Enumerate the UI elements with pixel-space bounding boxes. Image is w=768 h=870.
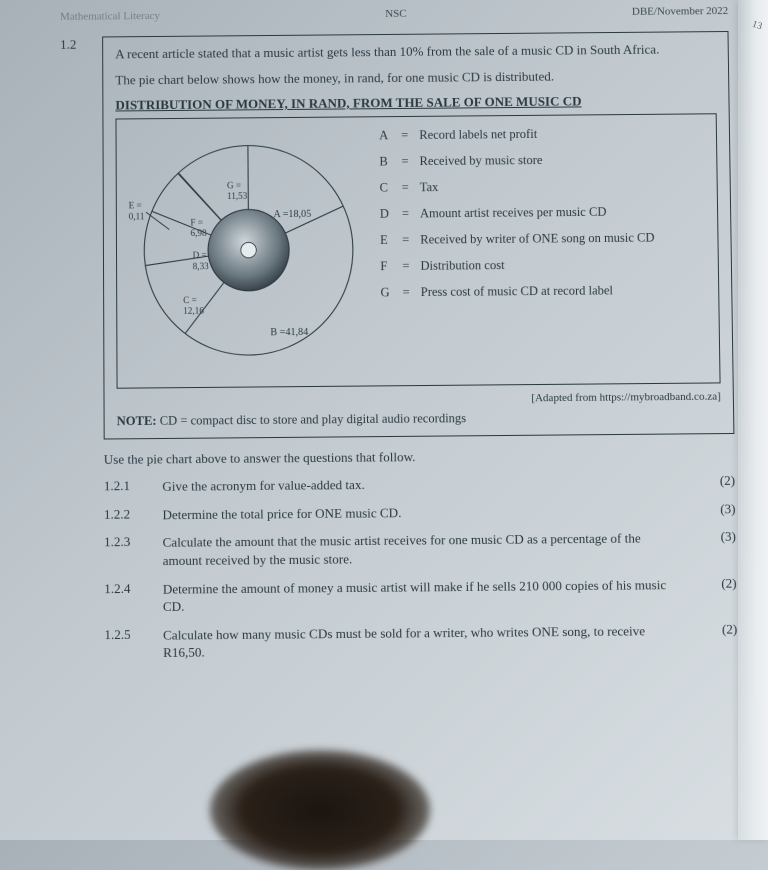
pie-slice-label-G: 11,53 (227, 190, 248, 200)
subq-text: Determine the amount of money a music ar… (163, 575, 691, 615)
legend-key: D (380, 203, 396, 223)
legend-text: Record labels net profit (419, 124, 537, 145)
subq-marks: (3) (707, 501, 735, 518)
legend-row-F: F = Distribution cost (380, 253, 712, 276)
legend-row-A: A = Record labels net profit (379, 122, 710, 145)
subq-text: Give the acronym for value-added tax. (162, 473, 689, 495)
subq-1-2-5: 1.2.5 Calculate how many music CDs must b… (104, 621, 737, 662)
legend-text: Tax (420, 177, 439, 197)
header-center: NSC (385, 8, 407, 20)
header-left: Mathematical Literacy (60, 10, 160, 23)
subq-1-2-2: 1.2.2 Determine the total price for ONE m… (104, 501, 736, 524)
question-number: 1.2 (60, 37, 88, 53)
pie-slice-label-D: 8,33 (193, 260, 210, 270)
legend-key: B (379, 151, 395, 171)
header-right: DBE/November 2022 (632, 5, 728, 18)
subq-number: 1.2.4 (104, 580, 144, 597)
thumb-shadow (210, 750, 430, 870)
legend-equals: = (402, 203, 414, 223)
legend-text: Amount artist receives per music CD (420, 201, 607, 223)
legend-equals: = (401, 125, 413, 145)
pie-svg: A =18,05 B =41,84 C =12,16 D =8,33 F =6,98 E … (123, 123, 376, 377)
pie-slice-label-B: B =41,84 (270, 327, 308, 338)
chart-title: DISTRIBUTION OF MONEY, IN RAND, FROM THE… (115, 91, 716, 114)
subq-number: 1.2.5 (104, 626, 145, 643)
subq-number: 1.2.3 (104, 534, 144, 551)
pie-slice-label-E: 0,11 (129, 211, 145, 221)
subq-text: Calculate how many music CDs must be sol… (163, 621, 691, 662)
legend-key: C (380, 177, 396, 197)
legend-text: Distribution cost (420, 255, 504, 276)
subq-marks: (2) (709, 621, 738, 638)
pie-slice-label-D: D = (193, 250, 207, 260)
pie-slice-label-A: A =18,05 (273, 208, 311, 219)
subq-1-2-3: 1.2.3 Calculate the amount that the music… (104, 529, 736, 570)
legend-row-G: G = Press cost of music CD at record label (380, 279, 712, 302)
legend-row-B: B = Received by music store (379, 148, 710, 171)
subq-marks: (3) (708, 529, 736, 546)
pie-slice-label-F: 6,98 (191, 228, 208, 238)
subq-marks: (2) (708, 575, 737, 592)
subq-marks: (2) (707, 473, 735, 490)
legend-key: F (380, 256, 396, 276)
legend-equals: = (402, 177, 414, 197)
pie-slice-label-C: 12,16 (183, 305, 204, 315)
legend-key: E (380, 229, 396, 249)
question-row: 1.2 A recent article stated that a music… (60, 31, 734, 440)
subq-number: 1.2.2 (104, 506, 144, 523)
page-header: Mathematical Literacy NSC DBE/November 2… (60, 5, 728, 23)
subq-1-2-1: 1.2.1 Give the acronym for value-added ta… (104, 473, 735, 496)
pie-slice-label-C: C = (183, 295, 197, 305)
chart-box: A =18,05B =41,84C =12,16D =8,33F =6,98E … (115, 113, 720, 388)
legend-text: Press cost of music CD at record label (421, 280, 613, 302)
note-label: NOTE: (117, 414, 157, 429)
legend-equals: = (402, 255, 414, 275)
follow-instruction: Use the pie chart above to answer the qu… (104, 447, 735, 469)
legend-equals: = (401, 151, 413, 171)
pie-slice-label-E: E = (129, 200, 142, 210)
legend-row-E: E = Received by writer of ONE song on musi… (380, 227, 712, 250)
legend-text: Received by writer of ONE song on music … (420, 227, 654, 249)
question-box: A recent article stated that a music art… (102, 31, 734, 440)
sub-questions: 1.2.1 Give the acronym for value-added ta… (61, 473, 737, 663)
pie-legend: A=Record labels net profitB=Received by … (379, 120, 713, 375)
legend-equals: = (402, 229, 414, 249)
subq-text: Determine the total price for ONE music … (162, 501, 689, 523)
exam-page: Mathematical Literacy NSC DBE/November 2… (0, 0, 768, 855)
subq-number: 1.2.1 (104, 478, 144, 495)
legend-text: Received by music store (419, 150, 542, 171)
legend-row-D: D = Amount artist receives per music CD (380, 200, 711, 223)
legend-equals: = (403, 282, 415, 302)
pie-chart: A =18,05 B =41,84 C =12,16 D =8,33 F =6,98 E … (123, 123, 376, 377)
chart-source: [Adapted from https://mybroadband.co.za] (117, 389, 721, 409)
note-text: CD = compact disc to store and play digi… (157, 411, 467, 428)
legend-key: G (380, 282, 396, 302)
legend-row-C: C = Tax (380, 174, 711, 197)
pie-slice-label-G: G = (227, 180, 241, 190)
legend-key: A (379, 125, 395, 145)
subq-text: Calculate the amount that the music arti… (163, 529, 690, 569)
pie-slice-label-F: F = (190, 217, 203, 227)
subq-1-2-4: 1.2.4 Determine the amount of money a mus… (104, 575, 737, 616)
note-line: NOTE: CD = compact disc to store and pla… (117, 408, 722, 430)
